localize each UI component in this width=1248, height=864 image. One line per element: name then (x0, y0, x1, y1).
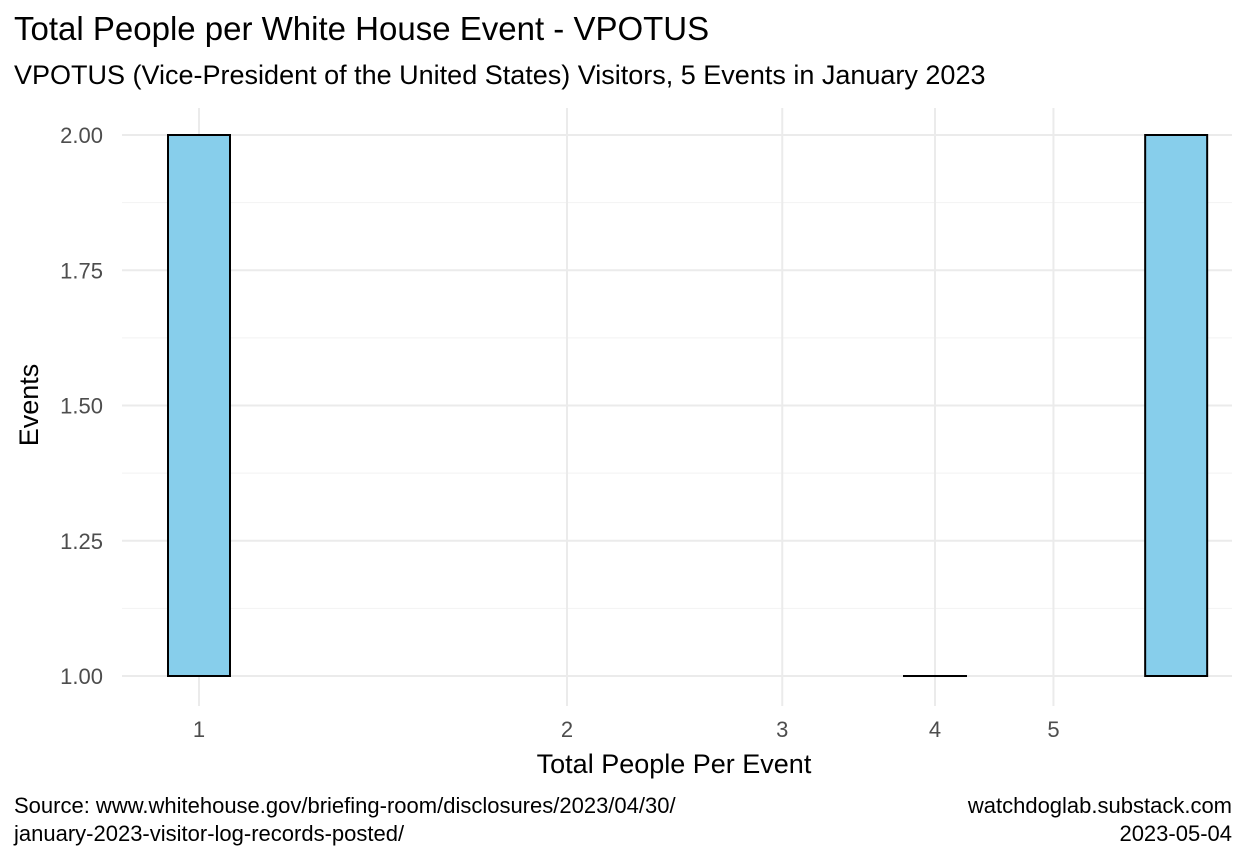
source-line-2: january-2023-visitor-log-records-posted/ (14, 821, 405, 846)
histogram-bar (1144, 134, 1209, 677)
y-axis-ticks: 1.00 1.25 1.50 1.75 2.00 (60, 123, 103, 689)
chart-title: Total People per White House Event - VPO… (14, 10, 710, 47)
publish-date: 2023-05-04 (1119, 821, 1232, 846)
x-axis-ticks: 1 2 3 4 5 (193, 717, 1060, 742)
x-tick-label: 4 (929, 717, 941, 742)
x-axis-title: Total People Per Event (537, 749, 812, 779)
y-tick-label: 1.00 (60, 664, 103, 689)
chart-subtitle: VPOTUS (Vice-President of the United Sta… (14, 60, 986, 90)
y-tick-label: 1.50 (60, 394, 103, 419)
x-tick-label: 1 (193, 717, 205, 742)
histogram-bar (167, 134, 231, 677)
x-tick-label: 3 (776, 717, 788, 742)
y-tick-label: 2.00 (60, 123, 103, 148)
y-axis-title: Events (14, 364, 44, 447)
y-tick-label: 1.75 (60, 258, 103, 283)
y-tick-label: 1.25 (60, 529, 103, 554)
site-name: watchdoglab.substack.com (967, 793, 1232, 818)
x-tick-label: 2 (561, 717, 573, 742)
bars (167, 134, 1209, 678)
grid (122, 108, 1232, 706)
source-caption: Source: www.whitehouse.gov/briefing-room… (14, 792, 676, 848)
site-caption: watchdoglab.substack.com 2023-05-04 (968, 792, 1232, 848)
x-tick-label: 5 (1047, 717, 1059, 742)
source-line-1: Source: www.whitehouse.gov/briefing-room… (14, 793, 676, 818)
